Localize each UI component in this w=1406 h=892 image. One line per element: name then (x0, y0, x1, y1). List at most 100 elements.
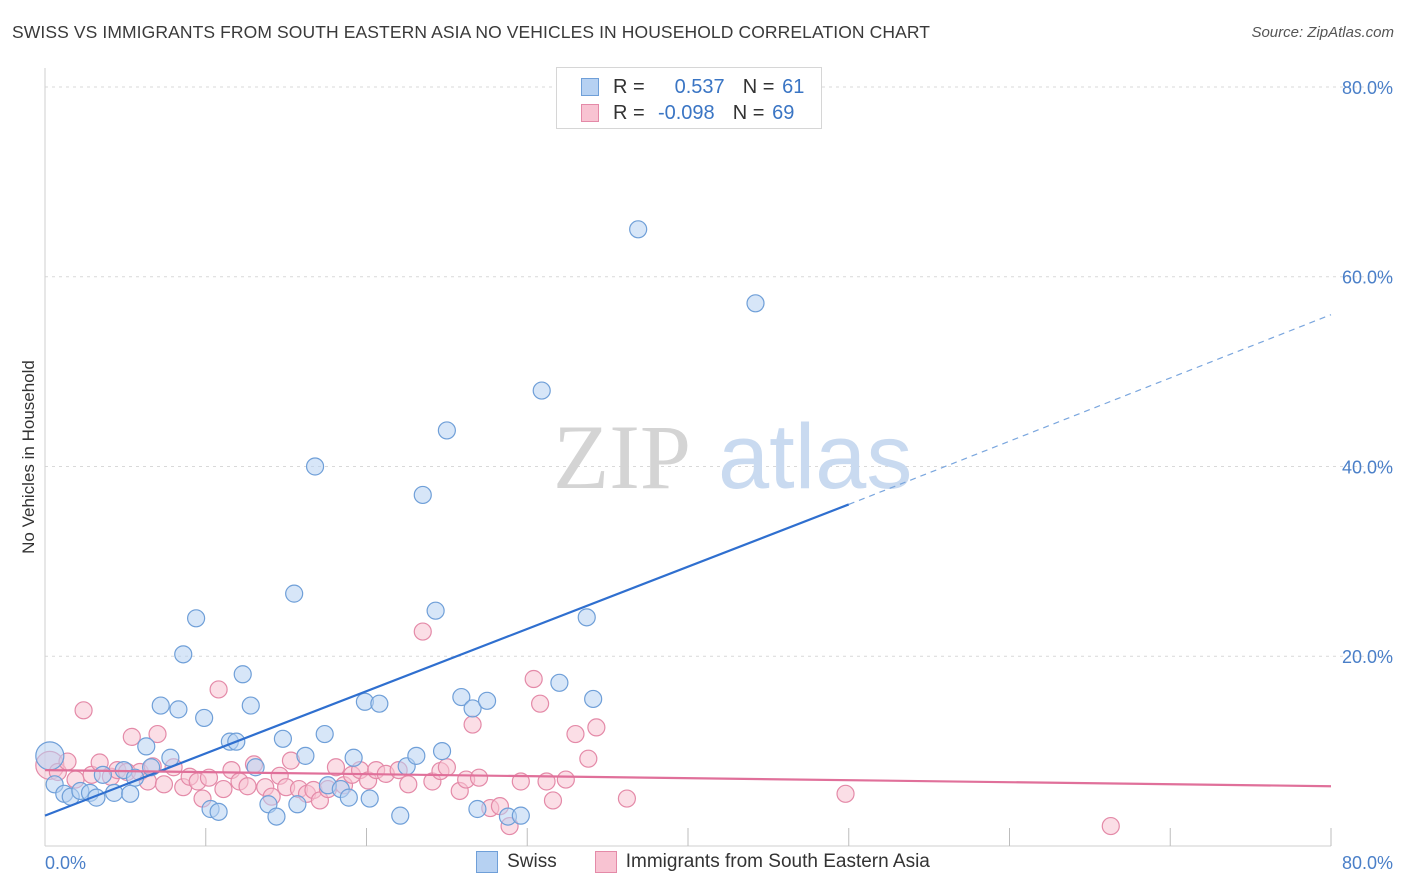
axes (44, 68, 1332, 847)
swiss-point (584, 689, 603, 709)
swiss-point (344, 748, 363, 767)
swiss-point (233, 665, 252, 684)
swiss-swatch (581, 78, 599, 96)
swiss-point (550, 673, 569, 692)
y-tick-label: 40.0% (1342, 457, 1393, 477)
asia-point (463, 715, 482, 734)
legend-r-value: -0.098 (657, 101, 715, 124)
x-tick-label: 0.0% (45, 853, 86, 873)
asia-point (617, 789, 637, 808)
asia-swatch (581, 104, 599, 122)
asia-point (556, 770, 575, 789)
legend-r-label: R = (613, 101, 645, 124)
tick-labels: 20.0% 40.0% 60.0% 80.0% 0.0% 80.0% (45, 78, 1393, 873)
swiss-point (195, 708, 214, 728)
grid-lines (45, 86, 1394, 657)
series-legend: Swiss Immigrants from South Eastern Asia (0, 851, 1406, 873)
swiss-point (511, 806, 530, 825)
swiss-point (273, 729, 293, 748)
asia-point (524, 669, 543, 689)
y-axis-label: No Vehicles in Household (19, 360, 38, 554)
legend-item-swiss[interactable]: Swiss (476, 851, 557, 873)
trend-lines (44, 314, 1332, 817)
asia-point (836, 784, 855, 803)
chart-title: SWISS VS IMMIGRANTS FROM SOUTH EASTERN A… (12, 22, 931, 42)
asia-point (238, 777, 257, 796)
swiss-point (285, 584, 304, 603)
stats-legend: R = 0.537 N = 61 R = -0.098 N = 69 (556, 67, 822, 129)
swiss-point (407, 746, 426, 765)
swiss-point (360, 789, 379, 808)
legend-r-value: 0.537 (674, 75, 725, 98)
swiss-point (391, 806, 410, 825)
swiss-point (532, 381, 551, 400)
asia-point (399, 775, 418, 794)
swiss-point (93, 765, 112, 784)
swiss-point (315, 724, 334, 744)
y-tick-label: 60.0% (1342, 268, 1393, 288)
swiss-point (629, 220, 648, 239)
swiss-point (577, 608, 596, 627)
legend-row-asia: R = -0.098 N = 69 (581, 100, 794, 126)
swiss-point (452, 687, 471, 707)
legend-n-value: 61 (782, 75, 805, 98)
swiss-point (437, 421, 456, 440)
asia-trend-line (44, 768, 1332, 788)
legend-row-swiss: R = 0.537 N = 61 (581, 74, 804, 100)
swiss-point (169, 700, 188, 719)
legend-n-label: N = (732, 101, 765, 124)
asia-point (74, 701, 93, 720)
y-tick-label: 80.0% (1342, 78, 1393, 98)
asia-point (531, 694, 550, 713)
watermark: ZIP atlas (553, 406, 912, 508)
asia-point (154, 775, 174, 794)
swiss-trend-line (44, 503, 850, 817)
swiss-point (305, 457, 325, 476)
swiss-point (746, 294, 765, 313)
swiss-point (246, 758, 265, 777)
y-tick-label: 20.0% (1342, 647, 1393, 667)
swiss-point (174, 645, 193, 664)
swiss-legend-swatch (476, 851, 499, 873)
watermark-zip: ZIP (553, 406, 691, 508)
legend-label-asia: Immigrants from South Eastern Asia (625, 851, 930, 872)
data-points (35, 220, 1120, 836)
asia-point (214, 779, 233, 799)
swiss-point (296, 746, 315, 765)
swiss-point (187, 609, 206, 628)
swiss-point (432, 742, 452, 761)
swiss-point (267, 807, 286, 826)
x-tick-label: 80.0% (1342, 853, 1393, 873)
legend-n-label: N = (742, 75, 775, 98)
asia-point (209, 680, 228, 699)
legend-item-asia[interactable]: Immigrants from South Eastern Asia (594, 851, 930, 873)
watermark-atlas: atlas (718, 406, 912, 508)
swiss-point (35, 741, 65, 771)
source-label: Source: ZipAtlas.com (1251, 24, 1394, 41)
swiss-point (468, 799, 487, 819)
asia-point (122, 727, 141, 746)
swiss-point (151, 696, 170, 715)
swiss-point (241, 696, 260, 715)
swiss-point (413, 485, 432, 505)
asia-point (148, 724, 167, 744)
asia-legend-swatch (594, 851, 617, 873)
asia-point (469, 768, 489, 787)
asia-point (413, 622, 432, 641)
asia-point (566, 724, 585, 744)
asia-point (579, 749, 598, 768)
swiss-point (121, 784, 140, 803)
asia-point (543, 791, 563, 810)
swiss-trend-extension (848, 314, 1332, 505)
swiss-point (477, 691, 497, 710)
swiss-point (426, 601, 445, 620)
legend-n-value: 69 (772, 101, 795, 124)
asia-point (1101, 816, 1120, 836)
asia-point (511, 772, 530, 791)
legend-label-swiss: Swiss (507, 851, 557, 872)
swiss-point (288, 795, 307, 814)
swiss-point (370, 694, 389, 713)
swiss-point (137, 737, 156, 756)
swiss-point (463, 699, 482, 718)
